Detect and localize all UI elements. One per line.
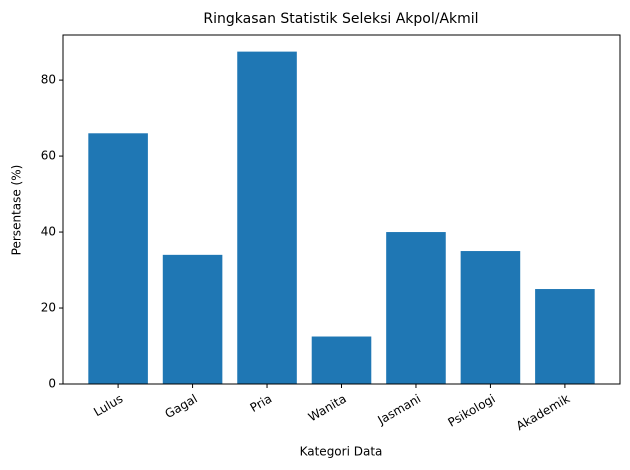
plot-frame [62,34,621,385]
x-tick-label: Lulus [91,392,125,420]
y-axis-label: Persentase (%) [10,165,24,256]
x-tick-label: Jasmani [375,392,424,428]
x-tick-label: Gagal [163,392,200,422]
y-tick-label: 40 [41,225,56,239]
y-tick-label: 60 [41,149,56,163]
chart-title: Ringkasan Statistik Seleksi Akpol/Akmil [203,11,478,27]
y-tick-label: 0 [48,377,56,391]
y-tick-label: 20 [41,301,56,315]
x-tick-label: Wanita [306,392,349,425]
x-tick-label: Pria [248,392,275,415]
bar [237,51,297,384]
y-tick-label: 80 [41,73,56,87]
bar [162,254,223,384]
bar [311,336,372,384]
x-tick-label: Akademik [514,391,572,433]
bar [535,289,595,384]
bar [88,133,148,384]
x-axis-label: Kategori Data [300,445,383,459]
x-tick-label: Psikologi [446,392,498,430]
bar [460,251,521,384]
bar [386,232,446,384]
